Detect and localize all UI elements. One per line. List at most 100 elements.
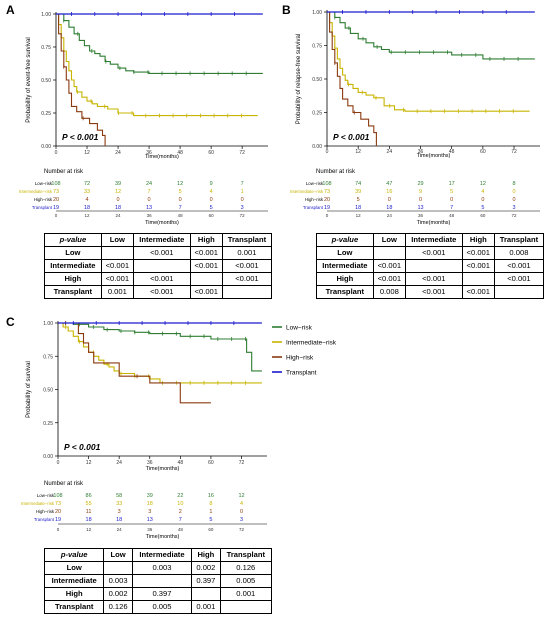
risk-count: 5	[450, 189, 453, 195]
pvalue-cell: Low	[43, 561, 105, 575]
x-tick-label: 72	[239, 150, 245, 156]
x-tick-label: 0	[57, 460, 60, 466]
y-tick-label: 1.00	[41, 12, 51, 18]
risk-count: 0	[117, 197, 120, 203]
x-tick-label: 12	[86, 460, 92, 466]
risk-count: 7	[241, 181, 244, 187]
risk-row-label: Low−risk	[35, 181, 53, 186]
panel-label: A	[6, 3, 15, 17]
risk-count: 12	[480, 181, 486, 187]
risk-x-tick-label: 0	[55, 213, 58, 218]
pvalue-header-cell: p-value	[43, 548, 105, 562]
pvalue-cell	[219, 600, 273, 614]
risk-row-label: Transplant	[34, 517, 55, 522]
risk-count: 8	[209, 501, 212, 507]
risk-count: 9	[210, 181, 213, 187]
risk-count: 0	[512, 197, 515, 203]
series-line-high-risk	[56, 13, 106, 146]
pvalue-cell: <0.001	[404, 272, 463, 286]
pvalue-cell: <0.001	[132, 272, 191, 286]
pvalue-cell: 0.001	[191, 600, 221, 614]
pvalue-cell: 0.003	[103, 574, 133, 588]
pvalue-header-cell: Low	[103, 548, 133, 562]
km-panel-c: C0.000.250.500.751.000 12 24 36 48 60 72Time(m…	[6, 315, 337, 540]
km-panel-b: B0.000.250.500.751.000 12 24 36 48 60 72Time(m…	[282, 3, 540, 226]
risk-row-label: High−risk	[36, 509, 55, 514]
risk-count: 16	[386, 189, 392, 195]
risk-count: 11	[86, 509, 92, 515]
y-axis-title: Probability of event-free survival	[26, 37, 32, 122]
risk-count: 3	[240, 517, 243, 523]
risk-x-tick-label: 0	[57, 527, 60, 532]
p-value-label: P < 0.001	[62, 132, 99, 142]
x-tick-label: 48	[177, 150, 183, 156]
risk-table-title: Number at risk	[44, 169, 84, 175]
pvalue-cell: <0.001	[132, 246, 191, 260]
risk-x-tick-label: 72	[512, 213, 518, 218]
pvalue-cell: 0.126	[103, 600, 133, 614]
pvalue-cell: High	[43, 587, 105, 601]
risk-row-label: Low−risk	[37, 493, 55, 498]
y-tick-label: 0.75	[312, 44, 322, 50]
pvalue-cell: <0.001	[189, 246, 223, 260]
risk-x-axis-title: Time(months)	[145, 220, 179, 226]
risk-count: 0	[388, 197, 391, 203]
y-tick-label: 0.25	[312, 111, 322, 117]
y-tick-label: 0.50	[41, 78, 51, 84]
series-line-intermediate-risk	[56, 13, 258, 117]
risk-count: 73	[324, 189, 330, 195]
risk-count: 7	[148, 189, 151, 195]
pvalue-row: Transplant 0.008 <0.001 <0.001	[316, 285, 545, 299]
legend-item: Intermediate−risk	[286, 340, 337, 347]
pvalue-cell: 0.001	[219, 587, 273, 601]
risk-row-label: High−risk	[305, 197, 324, 202]
pvalue-cell: Intermediate	[316, 259, 374, 273]
risk-x-tick-label: 48	[178, 527, 184, 532]
risk-x-tick-label: 12	[356, 213, 362, 218]
risk-count: 0	[512, 189, 515, 195]
y-tick-label: 1.00	[43, 321, 53, 327]
pvalue-header-cell: Low	[372, 233, 406, 247]
pvalue-cell: 0.008	[372, 285, 406, 299]
risk-count: 3	[512, 205, 515, 211]
risk-count: 19	[324, 205, 330, 211]
pvalue-cell: <0.001	[189, 259, 223, 273]
risk-x-tick-label: 24	[117, 527, 123, 532]
pvalue-header-cell: p-value	[44, 233, 102, 247]
pvalue-row: Transplant 0.126 0.005 0.001	[43, 600, 273, 614]
pvalue-cell: <0.001	[404, 285, 463, 299]
risk-count: 18	[355, 205, 361, 211]
pvalue-cell: Transplant	[44, 285, 102, 299]
x-tick-label: 36	[418, 149, 424, 155]
pvalue-cell: Low	[316, 246, 374, 260]
pvalue-row: High <0.001 <0.001 <0.001	[316, 272, 545, 286]
pvalue-cell	[221, 285, 273, 299]
risk-count: 13	[417, 205, 423, 211]
y-tick-label: 0.75	[41, 45, 51, 51]
pvalue-cell	[404, 259, 463, 273]
risk-count: 4	[85, 197, 88, 203]
pvalue-cell: <0.001	[493, 272, 545, 286]
pvalue-row: Intermediate <0.001 <0.001 <0.001	[316, 259, 545, 273]
pvalue-cell: High	[316, 272, 374, 286]
risk-count: 4	[210, 189, 213, 195]
pvalue-cell: 0.126	[219, 561, 273, 575]
risk-count: 22	[177, 493, 183, 499]
risk-count: 9	[419, 189, 422, 195]
risk-count: 17	[449, 181, 455, 187]
risk-count: 73	[53, 189, 59, 195]
pvalue-header-row: p-value Low Intermediate High Transplant	[44, 233, 273, 247]
x-tick-label: 0	[55, 150, 58, 156]
risk-count: 108	[322, 181, 331, 187]
series-line-low-risk	[327, 11, 535, 60]
x-axis-title: Time(months)	[146, 466, 180, 472]
risk-x-tick-label: 72	[239, 527, 245, 532]
pvalue-cell: Intermediate	[43, 574, 105, 588]
risk-x-tick-label: 36	[147, 527, 153, 532]
risk-count: 5	[357, 197, 360, 203]
x-tick-label: 36	[146, 150, 152, 156]
x-tick-label: 48	[449, 149, 455, 155]
risk-count: 7	[179, 517, 182, 523]
pvalue-cell: <0.001	[100, 259, 134, 273]
